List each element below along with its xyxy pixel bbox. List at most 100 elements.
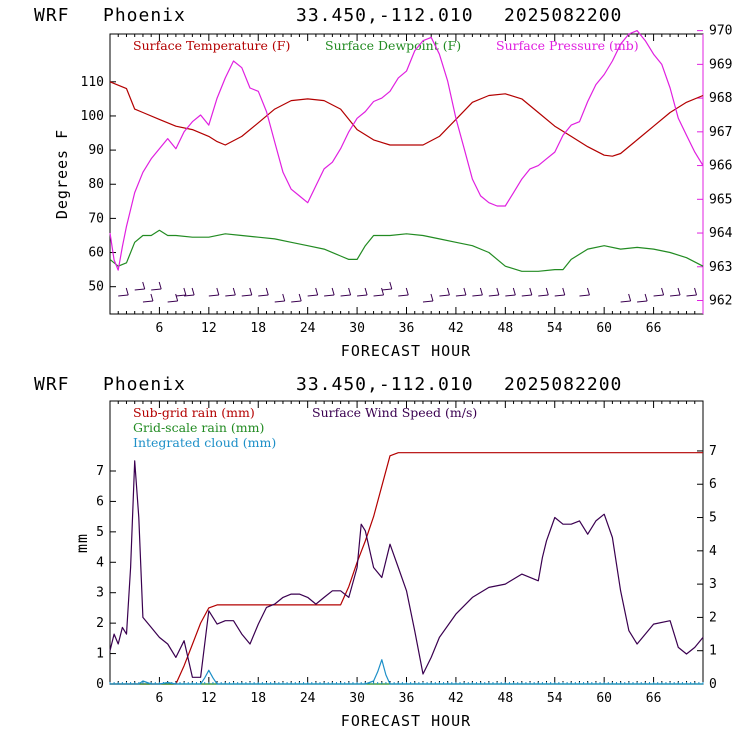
wind-barb-flag [191, 287, 195, 296]
y2-tick-label: 0 [709, 677, 717, 692]
x-tick-label: 24 [300, 321, 316, 336]
wind-barb-flag [298, 293, 302, 302]
y2-tick-label: 962 [709, 294, 732, 309]
coords-label-2: 33.450,-112.010 [296, 374, 474, 395]
panel1-plot-area [109, 33, 704, 315]
series-surface-dewpoint-f [109, 229, 704, 272]
init-label-2: 2025082200 [504, 374, 622, 395]
wind-barb-staff [340, 294, 351, 297]
wind-barb-staff [274, 300, 285, 303]
wind-barb-staff [373, 294, 384, 297]
panel2-series [109, 452, 704, 685]
wind-barb-flag [496, 287, 500, 296]
wind-barb-flag [586, 287, 590, 296]
x-tick-label: 48 [498, 691, 514, 706]
y-tick-label: 7 [96, 464, 104, 479]
wind-barb-flag [479, 287, 483, 296]
x-tick-label: 42 [448, 691, 464, 706]
panel2-ylabel: mm [73, 533, 91, 553]
wind-barb-flag [463, 287, 467, 296]
x-tick-label: 12 [201, 691, 217, 706]
wind-barb-flag [150, 293, 154, 302]
wind-barb-flag [644, 293, 648, 302]
x-tick-label: 60 [596, 691, 612, 706]
panel2-header: WRF Phoenix 33.450,-112.010 2025082200 [34, 374, 622, 395]
y2-tick-label: 969 [709, 57, 732, 72]
wind-barb-staff [455, 294, 466, 297]
wind-barb-flag [183, 287, 187, 296]
panel2-xlabel: FORECAST HOUR [341, 712, 471, 730]
y2-tick-label: 1 [709, 644, 717, 659]
legend-integrated-cloud: Integrated cloud (mm) [133, 435, 276, 450]
x-tick-label: 66 [646, 691, 662, 706]
legend-dewpoint: Surface Dewpoint (F) [325, 38, 461, 53]
y2-tick-label: 7 [709, 444, 717, 459]
y2-tick-label: 965 [709, 192, 732, 207]
wind-barb-staff [637, 300, 648, 303]
wind-barb-flag [142, 281, 146, 290]
y-tick-label: 0 [96, 677, 104, 692]
y-tick-label: 5 [96, 525, 104, 540]
legend-gridscale-rain: Grid-scale rain (mm) [133, 420, 264, 435]
x-tick-label: 36 [399, 321, 415, 336]
wind-barb-staff [142, 300, 153, 303]
wind-barb-flag [562, 287, 566, 296]
x-tick-label: 18 [250, 691, 266, 706]
y-tick-label: 6 [96, 494, 104, 509]
series-surface-wind-speed-m-s [109, 460, 704, 678]
legend-temperature: Surface Temperature (F) [133, 38, 290, 53]
wind-barbs [118, 281, 698, 303]
wind-barb-staff [357, 294, 368, 297]
wind-barb-staff [151, 288, 162, 291]
y2-tick-label: 968 [709, 91, 732, 106]
wind-barb-staff [439, 294, 450, 297]
wind-barb-flag [389, 281, 393, 290]
wind-barb-flag [249, 287, 253, 296]
wind-barb-flag [545, 287, 549, 296]
wind-barb-staff [653, 294, 664, 297]
wind-barb-staff [381, 288, 392, 291]
y-tick-label: 70 [88, 211, 104, 226]
x-tick-label: 60 [596, 321, 612, 336]
wind-barb-staff [184, 294, 195, 297]
wind-barb-staff [488, 294, 499, 297]
y2-tick-label: 3 [709, 577, 717, 592]
wind-barb-staff [324, 294, 335, 297]
x-tick-label: 30 [349, 691, 365, 706]
wind-barb-staff [620, 300, 631, 303]
wind-barb-staff [579, 294, 590, 297]
place-label-2: Phoenix [103, 374, 186, 395]
series-surface-temperature-f [109, 81, 704, 157]
x-tick-label: 6 [156, 691, 164, 706]
y2-tick-label: 5 [709, 511, 717, 526]
legend-wind-speed: Surface Wind Speed (m/s) [312, 405, 477, 420]
wind-barb-staff [241, 294, 252, 297]
y-tick-label: 90 [88, 143, 104, 158]
x-tick-label: 54 [547, 691, 563, 706]
wind-barb-staff [167, 300, 178, 303]
panel1-legend: Surface Temperature (F) Surface Dewpoint… [133, 38, 639, 53]
init-label: 2025082200 [504, 5, 622, 26]
wind-barb-flag [125, 287, 129, 296]
legend-pressure: Surface Pressure (mb) [496, 38, 639, 53]
wind-barb-flag [175, 293, 179, 302]
wind-barb-flag [348, 287, 352, 296]
series-surface-pressure-mb [109, 30, 704, 271]
y2-tick-label: 4 [709, 544, 717, 559]
panel2-legend: Sub-grid rain (mm) Grid-scale rain (mm) … [133, 405, 477, 450]
y-tick-label: 4 [96, 555, 104, 570]
y-tick-label: 1 [96, 647, 104, 662]
x-tick-label: 24 [300, 691, 316, 706]
wind-barb-flag [628, 293, 632, 302]
panel1-header: WRF Phoenix 33.450,-112.010 2025082200 [34, 5, 622, 26]
wind-barb-flag [661, 287, 665, 296]
panel1-ylabel: Degrees F [53, 129, 71, 219]
wind-barb-staff [307, 294, 318, 297]
panel1-series [109, 30, 704, 272]
wind-barb-staff [538, 294, 549, 297]
wind-barb-flag [364, 287, 368, 296]
wind-barb-flag [232, 287, 236, 296]
